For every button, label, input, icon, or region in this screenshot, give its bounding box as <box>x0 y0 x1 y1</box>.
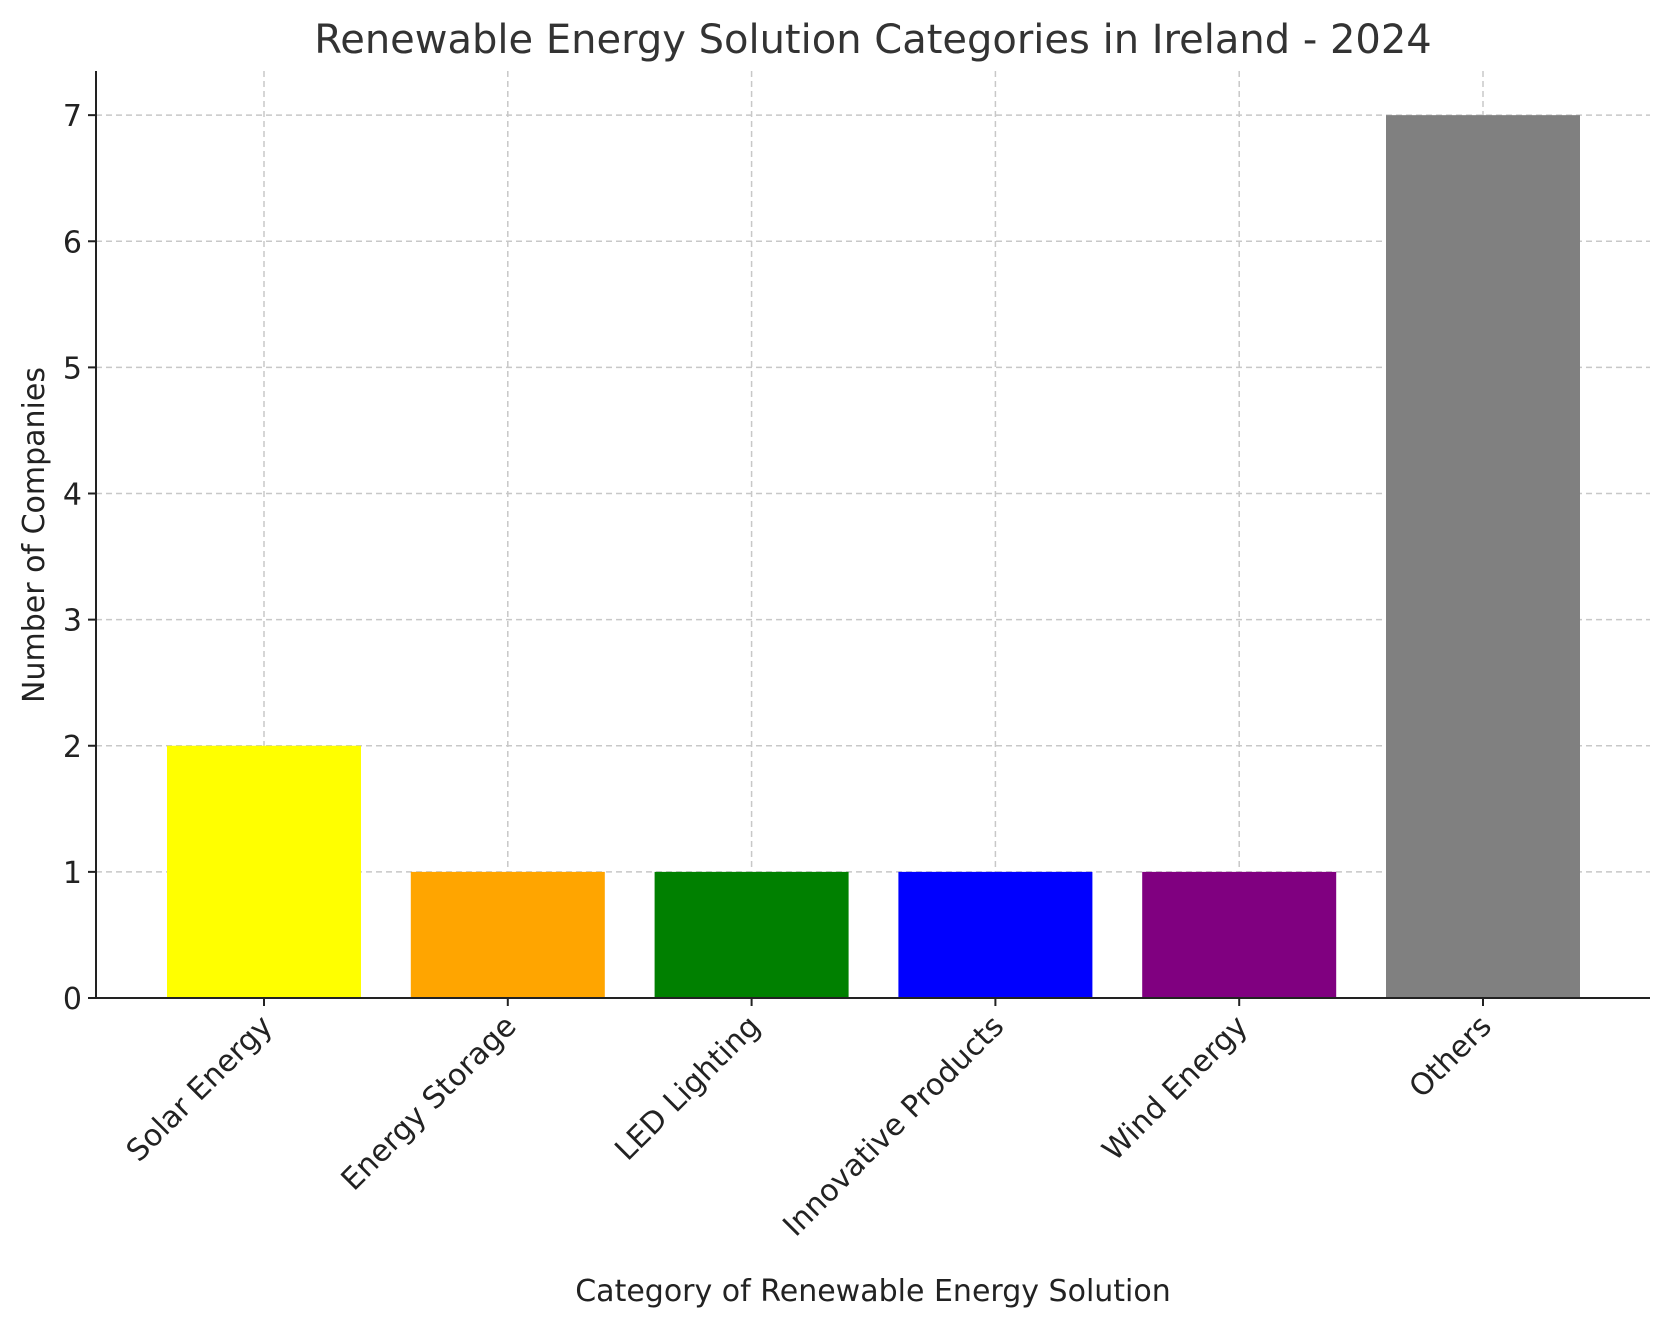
tick-layer: 0 1 2 3 4 5 6 7 Solar Energy Energy Storage LED Li… <box>63 99 1499 1243</box>
bar-energy-storage <box>410 871 605 998</box>
x-axis-label: Category of Renewable Energy Solution <box>575 1274 1171 1309</box>
bar-solar-energy <box>167 745 361 998</box>
y-tick-label: 6 <box>63 225 82 260</box>
y-tick-label: 5 <box>63 351 82 386</box>
y-tick-label: 1 <box>63 856 82 891</box>
bar-wind-energy <box>1142 871 1337 998</box>
x-tick-label: Wind Energy <box>1096 1009 1255 1168</box>
x-tick-label: Energy Storage <box>335 1009 524 1198</box>
axis-layer <box>95 71 1650 999</box>
y-tick-label: 4 <box>63 478 82 513</box>
bar-innovative-products <box>898 871 1093 998</box>
bar-others <box>1386 115 1580 998</box>
bar-layer <box>167 115 1580 998</box>
y-tick-label: 2 <box>63 730 82 765</box>
chart-title: Renewable Energy Solution Categories in … <box>314 17 1432 63</box>
y-tick-label: 0 <box>63 982 82 1017</box>
bar-led-lighting <box>654 871 849 998</box>
x-tick-label: LED Lighting <box>608 1009 767 1168</box>
x-tick-label: Others <box>1403 1009 1499 1105</box>
x-tick-label: Innovative Products <box>776 1009 1011 1244</box>
y-tick-label: 7 <box>63 99 82 134</box>
x-tick-label: Solar Energy <box>120 1009 280 1169</box>
y-axis-label: Number of Companies <box>17 367 52 703</box>
y-tick-label: 3 <box>63 604 82 639</box>
